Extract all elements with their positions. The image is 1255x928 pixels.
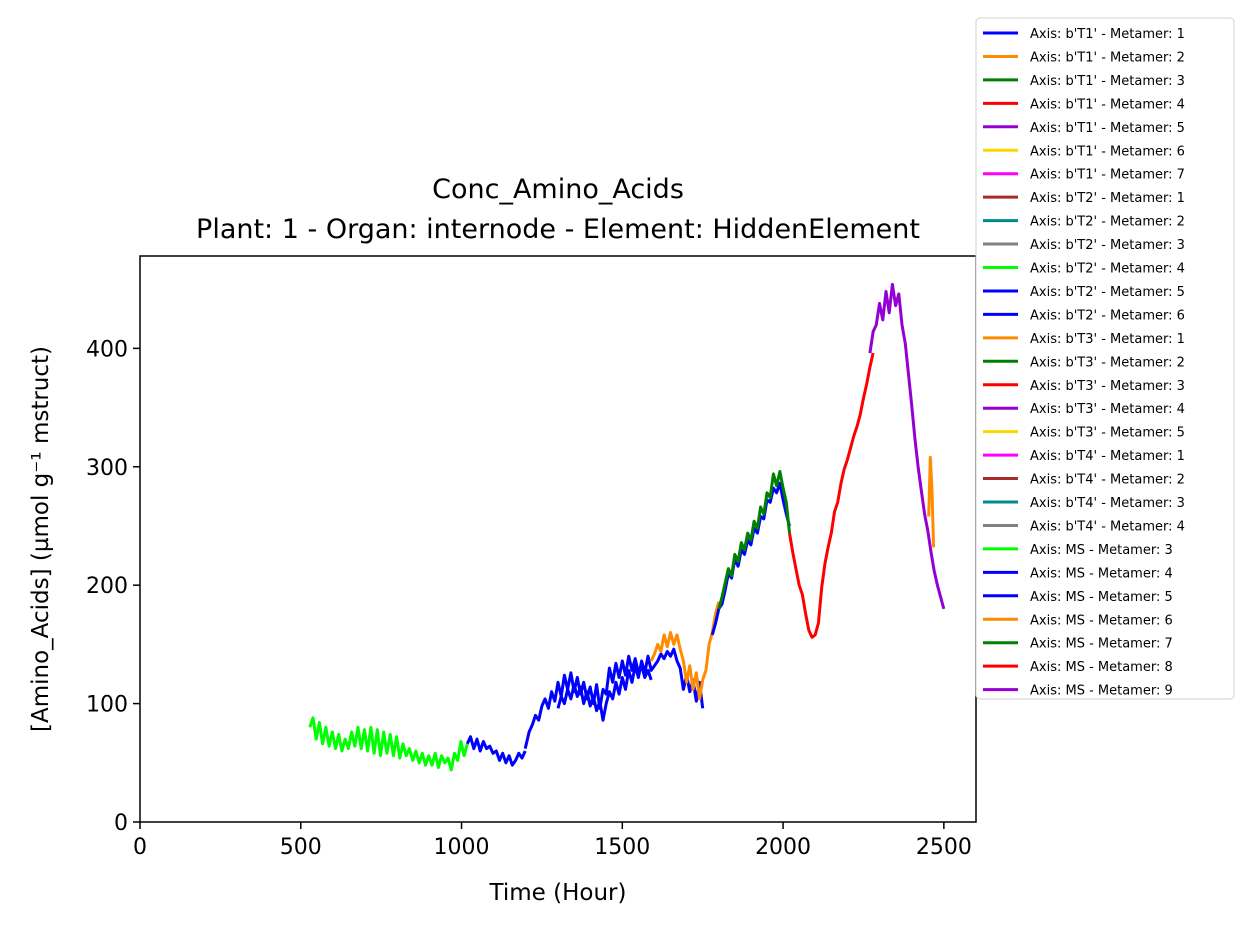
legend: Axis: b'T1' - Metamer: 1 Axis: b'T1' - Me… xyxy=(975,17,1235,700)
legend-label: Axis: b'T3' - Metamer: 5 xyxy=(1030,426,1185,441)
y-axis-label: [Amino_Acids] (µmol g⁻¹ mstruct) xyxy=(28,346,54,732)
legend-entry: Axis: b'T2' - Metamer: 6 xyxy=(983,308,1185,323)
legend-label: Axis: b'T1' - Metamer: 7 xyxy=(1030,168,1185,183)
legend-label: Axis: MS - Metamer: 7 xyxy=(1030,637,1173,652)
y-tick-label: 100 xyxy=(86,693,128,718)
legend-label: Axis: b'T4' - Metamer: 2 xyxy=(1030,473,1185,488)
legend-entry: Axis: b'T2' - Metamer: 1 xyxy=(983,191,1185,206)
legend-label: Axis: b'T2' - Metamer: 3 xyxy=(1030,238,1185,253)
plot-frame xyxy=(139,255,977,823)
legend-label: Axis: b'T2' - Metamer: 1 xyxy=(1030,191,1185,206)
legend-entry: Axis: MS - Metamer: 9 xyxy=(983,684,1173,699)
x-tick-label: 1000 xyxy=(434,835,490,860)
chart-subtitle: Plant: 1 - Organ: internode - Element: H… xyxy=(196,214,920,245)
legend-label: Axis: b'T2' - Metamer: 4 xyxy=(1030,262,1185,277)
x-tick-label: 2500 xyxy=(916,835,972,860)
x-ticks: 0 500 1000 1500 2000 2500 xyxy=(133,822,972,860)
legend-label: Axis: b'T2' - Metamer: 6 xyxy=(1030,308,1185,323)
legend-label: Axis: MS - Metamer: 9 xyxy=(1030,684,1173,699)
y-ticks: 0 100 200 300 400 xyxy=(86,337,140,836)
legend-entry: Axis: MS - Metamer: 7 xyxy=(983,637,1173,652)
legend-label: Axis: MS - Metamer: 5 xyxy=(1030,590,1173,605)
y-tick-label: 300 xyxy=(86,456,128,481)
legend-label: Axis: b'T4' - Metamer: 3 xyxy=(1030,496,1185,511)
y-tick-label: 0 xyxy=(114,811,128,836)
legend-entry: Axis: b'T3' - Metamer: 2 xyxy=(983,355,1185,370)
legend-entry: Axis: MS - Metamer: 6 xyxy=(983,613,1173,628)
legend-entry: Axis: b'T1' - Metamer: 5 xyxy=(983,121,1185,136)
legend-entry: Axis: b'T3' - Metamer: 1 xyxy=(983,332,1185,347)
legend-entry: Axis: b'T2' - Metamer: 3 xyxy=(983,238,1185,253)
series-line-1 xyxy=(308,716,469,772)
x-tick-label: 0 xyxy=(133,835,147,860)
legend-entry: Axis: b'T4' - Metamer: 1 xyxy=(983,449,1185,464)
series-line-7 xyxy=(717,470,791,610)
x-axis-label: Time (Hour) xyxy=(489,880,627,906)
legend-entry: Axis: b'T1' - Metamer: 6 xyxy=(983,144,1185,159)
legend-label: Axis: b'T4' - Metamer: 1 xyxy=(1030,449,1185,464)
legend-entry: Axis: b'T1' - Metamer: 3 xyxy=(983,74,1185,89)
series-line-9 xyxy=(868,282,946,610)
legend-label: Axis: b'T4' - Metamer: 4 xyxy=(1030,519,1185,534)
legend-label: Axis: b'T3' - Metamer: 1 xyxy=(1030,332,1185,347)
legend-entry: Axis: b'T1' - Metamer: 2 xyxy=(983,50,1185,65)
plot-area xyxy=(139,255,977,823)
x-tick-label: 1500 xyxy=(594,835,650,860)
legend-label: Axis: MS - Metamer: 8 xyxy=(1030,660,1173,675)
legend-label: Axis: b'T3' - Metamer: 3 xyxy=(1030,379,1185,394)
x-tick-label: 500 xyxy=(280,835,322,860)
series-layer xyxy=(308,282,946,772)
legend-label: Axis: MS - Metamer: 6 xyxy=(1030,613,1173,628)
legend-label: Axis: b'T2' - Metamer: 2 xyxy=(1030,215,1185,230)
legend-label: Axis: b'T1' - Metamer: 4 xyxy=(1030,97,1185,112)
legend-label: Axis: b'T3' - Metamer: 2 xyxy=(1030,355,1185,370)
series-line-2 xyxy=(465,735,527,767)
x-tick-label: 2000 xyxy=(755,835,811,860)
legend-entry: Axis: b'T1' - Metamer: 1 xyxy=(983,27,1185,42)
legend-frame xyxy=(975,17,1235,700)
legend-label: Axis: MS - Metamer: 3 xyxy=(1030,543,1173,558)
legend-entry: Axis: MS - Metamer: 4 xyxy=(983,566,1173,581)
legend-label: Axis: b'T1' - Metamer: 3 xyxy=(1030,74,1185,89)
chart-title: Conc_Amino_Acids xyxy=(432,174,684,205)
series-line-10 xyxy=(927,455,936,548)
legend-entry: Axis: b'T4' - Metamer: 2 xyxy=(983,473,1185,488)
legend-label: Axis: b'T1' - Metamer: 1 xyxy=(1030,27,1185,42)
legend-items: Axis: b'T1' - Metamer: 1 Axis: b'T1' - Me… xyxy=(983,27,1185,699)
legend-label: Axis: MS - Metamer: 4 xyxy=(1030,566,1173,581)
y-tick-label: 200 xyxy=(86,574,128,599)
legend-entry: Axis: b'T4' - Metamer: 4 xyxy=(983,519,1185,534)
legend-label: Axis: b'T1' - Metamer: 5 xyxy=(1030,121,1185,136)
legend-entry: Axis: b'T3' - Metamer: 4 xyxy=(983,402,1185,417)
legend-entry: Axis: b'T2' - Metamer: 4 xyxy=(983,262,1185,277)
series-line-5 xyxy=(649,601,721,701)
legend-entry: Axis: MS - Metamer: 5 xyxy=(983,590,1173,605)
legend-label: Axis: b'T2' - Metamer: 5 xyxy=(1030,285,1185,300)
legend-entry: Axis: b'T2' - Metamer: 2 xyxy=(983,215,1185,230)
legend-entry: Axis: b'T1' - Metamer: 7 xyxy=(983,168,1185,183)
series-line-4 xyxy=(556,647,705,722)
legend-entry: Axis: MS - Metamer: 8 xyxy=(983,660,1173,675)
legend-entry: Axis: b'T3' - Metamer: 5 xyxy=(983,426,1185,441)
legend-label: Axis: b'T1' - Metamer: 6 xyxy=(1030,144,1185,159)
legend-label: Axis: b'T1' - Metamer: 2 xyxy=(1030,50,1185,65)
legend-entry: Axis: b'T2' - Metamer: 5 xyxy=(983,285,1185,300)
legend-label: Axis: b'T3' - Metamer: 4 xyxy=(1030,402,1185,417)
legend-entry: Axis: b'T1' - Metamer: 4 xyxy=(983,97,1185,112)
series-line-6 xyxy=(710,481,791,636)
legend-entry: Axis: MS - Metamer: 3 xyxy=(983,543,1173,558)
legend-entry: Axis: b'T3' - Metamer: 3 xyxy=(983,379,1185,394)
legend-entry: Axis: b'T4' - Metamer: 3 xyxy=(983,496,1185,511)
y-tick-label: 400 xyxy=(86,337,128,362)
series-line-8 xyxy=(788,352,875,639)
